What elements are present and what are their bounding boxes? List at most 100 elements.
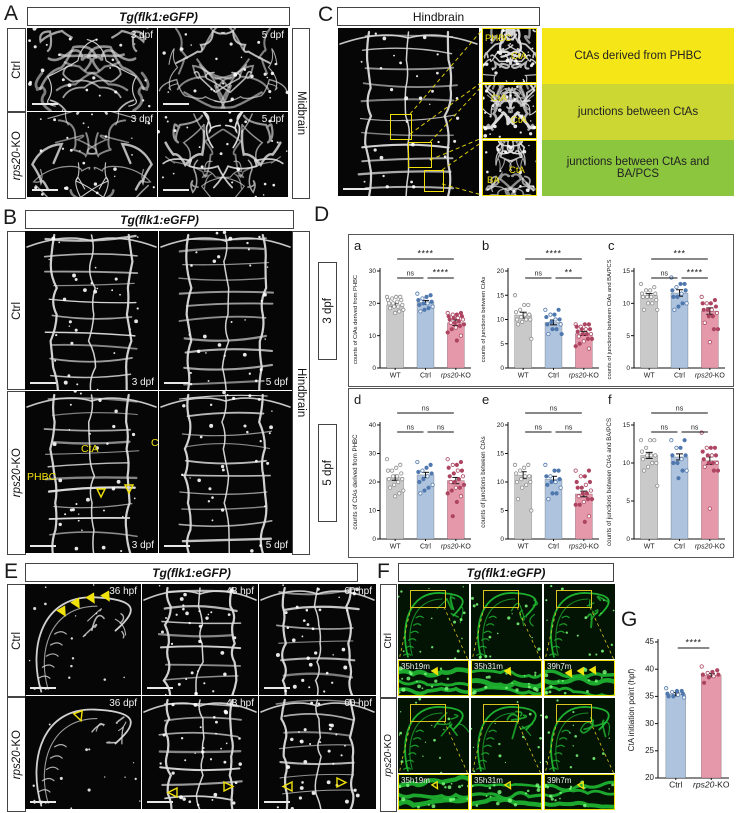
- svg-text:5: 5: [500, 341, 504, 348]
- vessel-art: [472, 775, 541, 809]
- annotation-cta: CtA: [151, 437, 158, 449]
- vessel-art: [483, 141, 536, 195]
- svg-text:ns: ns: [437, 425, 445, 432]
- svg-text:ns: ns: [691, 425, 699, 432]
- legend-junctions-ctas: junctions between CtAs: [542, 84, 734, 140]
- timestamp-label: 35h19m: [401, 662, 430, 671]
- timestamp-label: 35h31m: [474, 662, 503, 671]
- svg-text:Ctrl: Ctrl: [420, 544, 431, 551]
- svg-text:rps20-KO: rps20-KO: [441, 373, 472, 380]
- chart-svg-G: CtA initiation point (hpf) 20 25 30 35 40 45 Ct…: [627, 637, 730, 789]
- svg-text:15: 15: [623, 422, 631, 429]
- svg-text:ns: ns: [535, 425, 543, 432]
- micrograph-f-main-Ctrl-0: [398, 584, 469, 659]
- svg-text:****: ****: [685, 638, 701, 648]
- scale-bar: [164, 545, 190, 547]
- scale-bar: [30, 687, 56, 689]
- svg-text:40: 40: [645, 664, 654, 673]
- svg-text:5: 5: [626, 498, 630, 505]
- micrograph-f-main-rps20-KO-0: [398, 698, 469, 773]
- scale-bar: [32, 103, 58, 105]
- scale-bar: [30, 801, 56, 803]
- svg-text:10: 10: [623, 301, 631, 308]
- micrograph-b-rps20-KO-1: 5 dpf: [159, 391, 292, 553]
- svg-text:e: e: [482, 392, 489, 407]
- scale-bar: [343, 188, 369, 190]
- svg-text:20: 20: [497, 268, 505, 275]
- scale-bar: [30, 382, 56, 384]
- panel-e-title-box: Tg(flk1:eGFP): [25, 563, 358, 582]
- svg-text:ns: ns: [565, 425, 573, 432]
- filled-arrowhead-icon: [56, 605, 66, 617]
- vessel-art: [259, 584, 376, 695]
- panel-f-title: Tg(flk1:eGFP): [466, 565, 546, 580]
- svg-text:b: b: [482, 238, 489, 253]
- svg-text:ns: ns: [661, 271, 669, 278]
- micrograph-f-inset-Ctrl-1: 35h31m: [471, 660, 542, 696]
- svg-text:rps20-KO: rps20-KO: [695, 544, 726, 551]
- chart-svg-b: b counts of junctions between CtAs 0 5 10 15 2…: [481, 238, 599, 380]
- svg-text:d: d: [354, 392, 361, 407]
- panel-d-row-5dpf: 5 dpf: [318, 424, 337, 522]
- open-arrowhead-icon: [166, 786, 178, 799]
- image-time-label: 3 dpf: [131, 540, 154, 551]
- f-roi-box: [410, 704, 446, 722]
- svg-text:rps20-KO: rps20-KO: [695, 373, 726, 380]
- svg-text:WT: WT: [518, 373, 530, 380]
- vessel-art: [399, 661, 468, 695]
- svg-text:30: 30: [645, 719, 654, 728]
- panel-a-title-box: Tg(flk1:eGFP): [27, 7, 290, 26]
- svg-text:5: 5: [500, 508, 504, 515]
- svg-text:counts of junctions between Ct: counts of junctions between CtAs: [480, 436, 487, 528]
- svg-text:15: 15: [497, 292, 505, 299]
- roi-box-0: [390, 114, 412, 140]
- svg-text:45: 45: [645, 637, 654, 646]
- svg-text:counts of CtAs derived from PH: counts of CtAs derived from PHBC: [352, 434, 359, 530]
- f-roi-box: [483, 704, 519, 722]
- panel-c-title-box: Hindbrain: [337, 7, 540, 26]
- panel-e-row-ctrl: Ctrl: [7, 584, 26, 697]
- micrograph-c-inset-2: BA CtA: [482, 140, 537, 196]
- panel-b-row-ko: rps20-KO: [7, 391, 26, 555]
- timestamp-label: 35h19m: [401, 776, 430, 785]
- panel-letter-c: C: [318, 3, 334, 26]
- svg-text:20: 20: [497, 422, 505, 429]
- chart-svg-e: e counts of junctions between CtAs 0 5 10 15 2…: [480, 392, 600, 551]
- svg-text:0: 0: [372, 536, 376, 543]
- micrograph-e-rps20-KO-2: 60 hpf: [259, 696, 376, 809]
- vessel-art: [158, 112, 288, 197]
- micrograph-c-inset-0: PHBC CtA: [482, 28, 537, 83]
- vessel-art: [158, 28, 288, 111]
- panel-a-title: Tg(flk1:eGFP): [119, 9, 198, 24]
- micrograph-c-hindbrain: [338, 28, 479, 196]
- micrograph-b-Ctrl-1: 5 dpf: [159, 231, 292, 390]
- svg-text:30: 30: [369, 268, 377, 275]
- vessel-art: [483, 85, 536, 138]
- panel-d-row2-box: [348, 388, 734, 558]
- svg-text:****: ****: [545, 249, 561, 259]
- open-arrowhead-icon: [123, 484, 135, 495]
- vessel-art: [483, 29, 536, 82]
- open-arrowhead-icon: [223, 780, 235, 793]
- svg-text:20: 20: [369, 479, 377, 486]
- svg-text:ns: ns: [407, 271, 415, 278]
- chart-g: CtA initiation point (hpf) 20 25 30 35 40 45 Ct…: [626, 622, 734, 794]
- svg-text:****: ****: [687, 268, 703, 278]
- scale-bar: [163, 189, 189, 191]
- image-time-label: 5 dpf: [265, 540, 288, 551]
- filled-arrowhead-icon: [85, 592, 95, 604]
- inset-label-phbc: PHBC: [485, 33, 512, 44]
- timestamp-label: 35h31m: [474, 776, 503, 785]
- svg-text:25: 25: [645, 746, 654, 755]
- svg-text:rps20-KO: rps20-KO: [569, 544, 600, 551]
- open-arrowhead-icon: [576, 780, 585, 790]
- image-time-label: 36 hpf: [109, 586, 137, 597]
- panel-c-title: Hindbrain: [412, 9, 465, 24]
- micrograph-a-Ctrl-0: 3 dpf: [27, 28, 157, 111]
- micrograph-e-rps20-KO-0: 36 dpf: [25, 696, 141, 809]
- timestamp-label: 39h7m: [547, 776, 572, 785]
- panel-e-row-ko: rps20-KO: [7, 697, 26, 812]
- chart-svg-c: c counts of junctions between CtAs and BA…: [607, 238, 726, 380]
- micrograph-f-inset-Ctrl-0: 35h19m: [398, 660, 469, 696]
- panel-a-side-label: Midbrain: [292, 28, 310, 199]
